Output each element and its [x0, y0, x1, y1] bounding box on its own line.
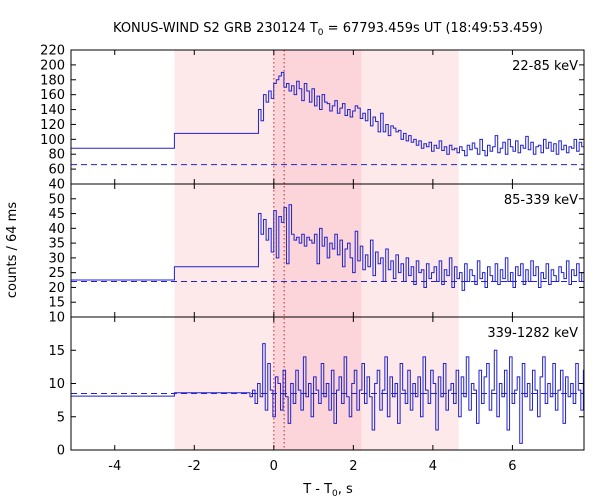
y-tick-label-1-4: 30	[48, 251, 65, 266]
y-tick-label-0-9: 220	[40, 44, 65, 59]
series-line-1	[71, 204, 584, 291]
y-tick-label-0-6: 160	[40, 88, 65, 103]
panel-label-0: 22-85 keV	[512, 59, 578, 74]
x-axis-label: T - T0, s	[302, 482, 353, 499]
panel-frames: -4 -2 0 2 4 6	[70, 49, 585, 474]
y-tick-label-0-2: 80	[48, 148, 65, 163]
panel-label-1: 85-339 keV	[504, 193, 578, 208]
y-tick-label-0-8: 200	[40, 58, 65, 73]
panel-label-2: 339-1282 keV	[487, 326, 578, 341]
chart-title: KONUS-WIND S2 GRB 230124 T0 = 67793.459s…	[113, 21, 543, 38]
y-tick-label-1-1: 15	[48, 296, 65, 311]
y-tick-label-0-0: 40	[48, 178, 65, 193]
title-prefix: KONUS-WIND S2 GRB 230124 T	[113, 21, 318, 36]
y-tick-label-1-3: 25	[48, 266, 65, 281]
xlabel-suffix: , s	[338, 482, 353, 497]
panel-2: 339-1282 keV 0 5 10 15	[48, 317, 584, 459]
x-tick-label-3: 2	[349, 459, 357, 474]
y-tick-label-2-2: 10	[48, 377, 65, 392]
y-tick-label-1-8: 50	[48, 192, 65, 207]
panels: 22-85 keV40608010012014016018020022085-3…	[40, 44, 584, 459]
series-line-0	[71, 71, 584, 157]
y-tick-label-2-3: 15	[48, 344, 65, 359]
y-tick-label-2-1: 5	[57, 410, 65, 425]
x-tick-label-5: 6	[508, 459, 516, 474]
title-suffix: = 67793.459s UT (18:49:53.459)	[324, 21, 543, 36]
y-tick-label-0-1: 60	[48, 163, 65, 178]
y-tick-label-0-3: 100	[40, 133, 65, 148]
xlabel-sub: 0	[332, 489, 338, 499]
y-tick-label-1-0: 10	[48, 311, 65, 326]
y-tick-label-1-7: 45	[48, 207, 65, 222]
y-tick-label-0-7: 180	[40, 73, 65, 88]
xlabel-prefix: T - T	[302, 482, 332, 497]
x-tick-label-1: -2	[188, 459, 201, 474]
y-tick-label-0-5: 140	[40, 103, 65, 118]
x-tick-label-0: -4	[108, 459, 121, 474]
series-line-2	[71, 343, 584, 444]
panel-frame-2	[70, 316, 585, 451]
y-axis-label: counts / 64 ms	[5, 202, 20, 298]
x-tick-label-4: 4	[429, 459, 437, 474]
y-tick-label-2-0: 0	[57, 444, 65, 459]
y-tick-label-1-2: 20	[48, 281, 65, 296]
x-tick-label-2: 0	[270, 459, 278, 474]
y-tick-label-0-4: 120	[40, 118, 65, 133]
y-tick-label-1-6: 40	[48, 222, 65, 237]
y-tick-label-1-5: 35	[48, 237, 65, 252]
title-sub: 0	[318, 28, 324, 38]
